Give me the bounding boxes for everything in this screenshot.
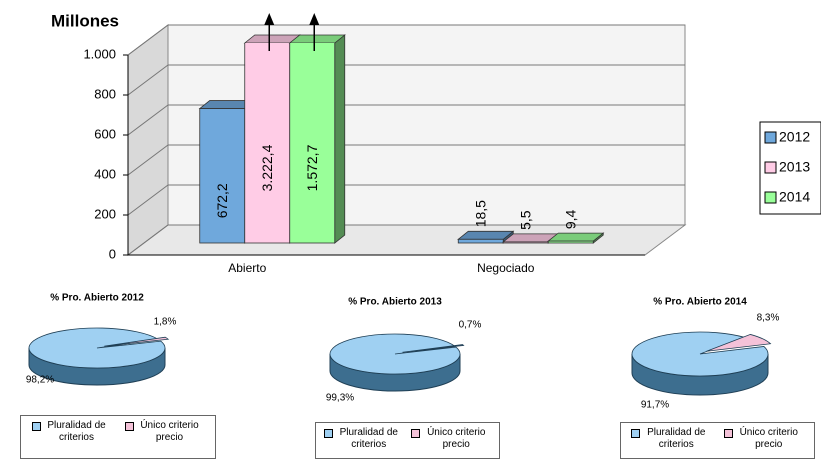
pie-slice bbox=[329, 333, 461, 375]
pie-legend: Pluralidad de criterios Único criterio pr… bbox=[20, 415, 216, 459]
y-tick-label: 600 bbox=[94, 126, 116, 141]
legend-item: Único criterio precio bbox=[124, 420, 205, 444]
legend-marker bbox=[31, 422, 41, 431]
bar-top bbox=[547, 232, 605, 242]
bar-group bbox=[547, 232, 605, 244]
bar bbox=[547, 240, 594, 244]
legend-label: 2012 bbox=[779, 129, 810, 145]
pie-slice bbox=[104, 336, 170, 347]
legend-label: 2013 bbox=[779, 159, 810, 175]
legend-label: Pluralidad de criterios bbox=[647, 427, 706, 450]
value-label: 0,7% bbox=[459, 320, 482, 331]
legend-marker bbox=[723, 429, 733, 438]
bar-side bbox=[334, 34, 346, 244]
bar bbox=[502, 241, 549, 244]
y-axis-title: Millones bbox=[51, 11, 119, 30]
value-label: 9,4 bbox=[562, 209, 578, 229]
legend-label: 2014 bbox=[779, 189, 810, 205]
legend-item: Pluralidad de criterios bbox=[323, 427, 404, 451]
legend-label: Único criterio precio bbox=[739, 427, 798, 450]
grid-line bbox=[127, 224, 169, 256]
legend-marker bbox=[411, 429, 421, 438]
value-label: 91,7% bbox=[641, 400, 669, 411]
bar bbox=[289, 43, 336, 244]
value-label: 18,5 bbox=[472, 200, 488, 227]
legend-item: Pluralidad de criterios bbox=[31, 420, 112, 444]
pie-title: % Pro. Abierto 2013 bbox=[348, 297, 442, 308]
pie-legend: Pluralidad de criterios Único criterio pr… bbox=[315, 422, 500, 459]
grid-line bbox=[127, 184, 169, 216]
legend-marker bbox=[631, 429, 641, 438]
bar bbox=[244, 43, 291, 244]
value-label: 3.222,4 bbox=[259, 144, 275, 191]
value-label: 5,5 bbox=[517, 210, 533, 230]
bar-top bbox=[457, 230, 515, 240]
grid-line bbox=[127, 144, 169, 176]
overflow-arrowhead bbox=[309, 13, 320, 25]
value-label: 8,3% bbox=[757, 313, 780, 324]
legend-item: Pluralidad de criterios bbox=[631, 427, 711, 451]
y-tick-label: 1.000 bbox=[83, 46, 116, 61]
pie-slice bbox=[631, 331, 769, 377]
y-tick-label: 200 bbox=[94, 206, 116, 221]
legend-label: Pluralidad de criterios bbox=[339, 427, 398, 450]
grid-line bbox=[127, 24, 169, 56]
x-tick-label: Negociado bbox=[477, 261, 535, 275]
y-tick-label: 0 bbox=[109, 246, 116, 261]
left-wall bbox=[127, 24, 169, 256]
legend-label: Único criterio precio bbox=[140, 420, 199, 443]
legend-marker bbox=[124, 422, 134, 431]
legend-label: Pluralidad de criterios bbox=[47, 420, 106, 443]
grid-line bbox=[127, 64, 169, 96]
legend-marker bbox=[764, 131, 777, 144]
pie-slice bbox=[706, 334, 772, 352]
y-tick-label: 400 bbox=[94, 166, 116, 181]
value-label: 99,3% bbox=[326, 393, 354, 404]
legend-item: Único criterio precio bbox=[411, 427, 491, 451]
value-label: 1,8% bbox=[154, 317, 177, 328]
legend-marker bbox=[764, 161, 777, 174]
pie-slice bbox=[28, 327, 166, 369]
bar bbox=[457, 238, 504, 244]
y-tick-label: 800 bbox=[94, 86, 116, 101]
pie-legend: Pluralidad de criterios Único criterio pr… bbox=[620, 422, 815, 459]
value-label: 98,2% bbox=[26, 375, 54, 386]
bar bbox=[199, 108, 246, 244]
bar-group bbox=[288, 34, 346, 244]
pie-title: % Pro. Abierto 2014 bbox=[653, 297, 747, 308]
legend-marker bbox=[323, 429, 333, 438]
legend-label: Único criterio precio bbox=[427, 427, 486, 450]
bar-top bbox=[288, 34, 346, 44]
value-label: 1.572,7 bbox=[304, 144, 320, 191]
x-tick-label: Abierto bbox=[228, 261, 266, 275]
grid-line bbox=[127, 104, 169, 136]
overflow-arrowhead bbox=[264, 13, 275, 25]
value-label: 672,2 bbox=[214, 183, 230, 218]
pie-slice bbox=[402, 344, 465, 353]
legend-marker bbox=[764, 191, 777, 204]
legend-item: Único criterio precio bbox=[723, 427, 804, 451]
pie-title: % Pro. Abierto 2012 bbox=[50, 293, 144, 304]
